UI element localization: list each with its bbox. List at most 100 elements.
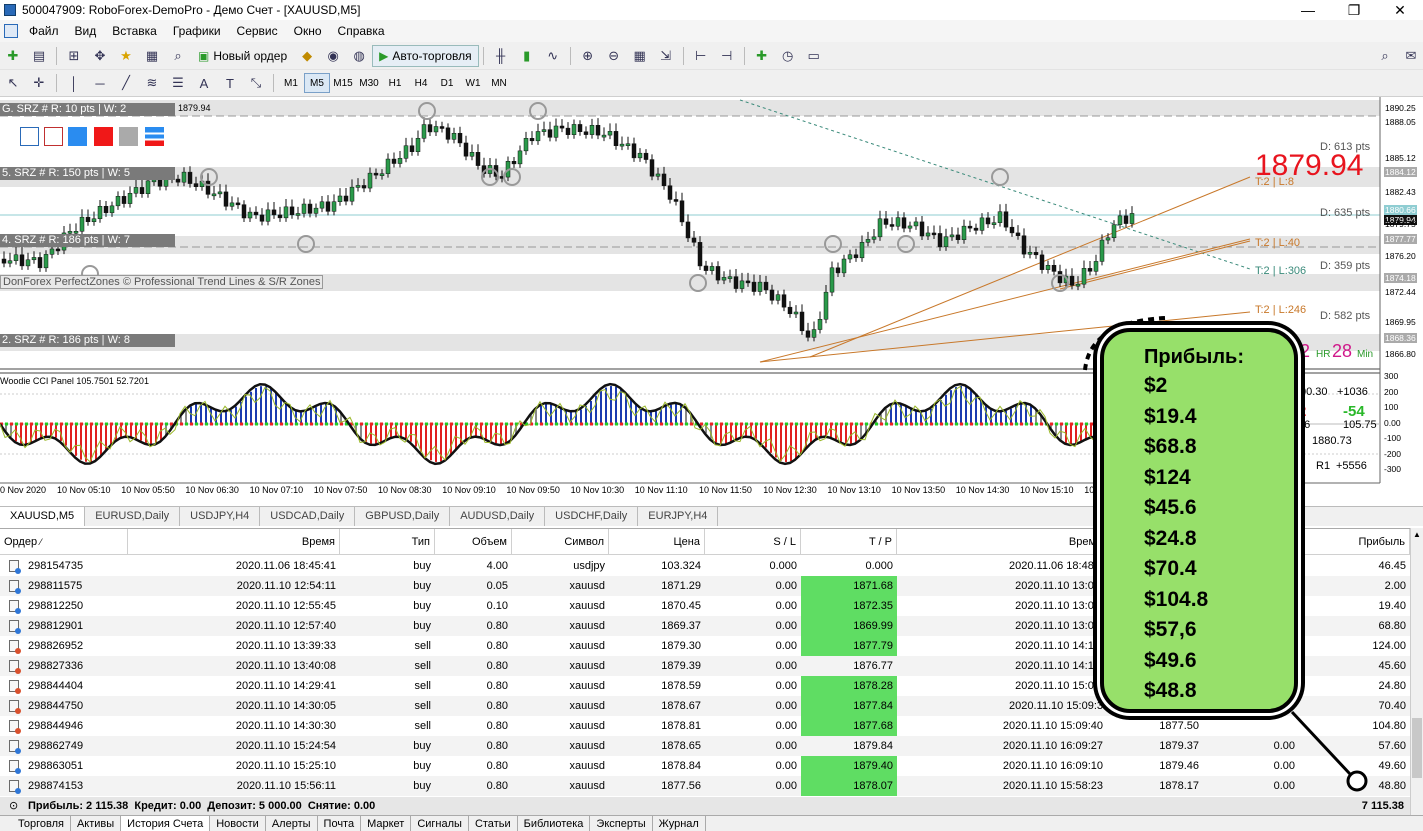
menu-insert[interactable]: Вставка <box>112 24 157 38</box>
color-swatch-stripes[interactable] <box>145 127 164 146</box>
bar-chart-icon[interactable]: ╫ <box>496 48 506 63</box>
arrows-icon[interactable]: ⤡ <box>250 75 262 90</box>
time-axis[interactable]: 0 Nov 2020 10 Nov 05:10 10 Nov 05:50 10 Nov… <box>0 485 1380 501</box>
chart-tab[interactable]: EURJPY,H4 <box>638 507 719 526</box>
header-time[interactable]: Время <box>128 529 340 555</box>
restore-button[interactable]: ❐ <box>1347 2 1361 18</box>
color-swatch-white[interactable] <box>20 127 39 146</box>
table-row[interactable]: 298826952 2020.11.10 13:39:33 sell 0.80 xauu… <box>0 636 1410 656</box>
autotrade-button[interactable]: ▶ Авто-торговля <box>372 44 479 67</box>
menu-file[interactable]: Файл <box>29 24 59 38</box>
indicators-icon[interactable]: ✚ <box>756 47 768 63</box>
header-type[interactable]: Тип <box>340 529 435 555</box>
chart-shift-icon[interactable]: ⊢ <box>694 47 707 63</box>
table-row[interactable]: 298862749 2020.11.10 15:24:54 buy 0.80 xauus… <box>0 736 1410 756</box>
chart-window[interactable]: G. SRZ # R: 10 pts | W: 2 1879.94 5. SRZ… <box>0 97 1423 506</box>
header-volume[interactable]: Объем <box>435 529 512 555</box>
terminal-icon[interactable]: ▦ <box>145 47 159 63</box>
table-row[interactable]: 298827336 2020.11.10 13:40:08 sell 0.80 xauu… <box>0 656 1410 676</box>
chart-tab[interactable]: USDJPY,H4 <box>180 507 261 526</box>
price-chart[interactable] <box>0 97 1423 506</box>
tab-mailbox[interactable]: Почта <box>318 816 362 831</box>
table-row[interactable]: 298812901 2020.11.10 12:57:40 buy 0.80 xauus… <box>0 616 1410 636</box>
profiles-icon[interactable]: ▤ <box>32 47 46 63</box>
table-row[interactable]: 298844404 2020.11.10 14:29:41 sell 0.80 xauu… <box>0 676 1410 696</box>
text-label-icon[interactable]: T <box>226 75 234 91</box>
menu-view[interactable]: Вид <box>74 24 97 38</box>
tab-assets[interactable]: Активы <box>71 816 122 831</box>
vertical-line-icon[interactable]: │ <box>69 75 79 91</box>
color-swatch-red[interactable] <box>94 127 113 146</box>
tab-account-history[interactable]: История Счета <box>121 816 211 831</box>
timeframe-d1[interactable]: D1 <box>440 77 454 89</box>
menu-window[interactable]: Окно <box>293 24 322 38</box>
table-row[interactable]: 298844946 2020.11.10 14:30:30 sell 0.80 xauu… <box>0 716 1410 736</box>
timeframe-m30[interactable]: M30 <box>359 77 379 89</box>
favorites-icon[interactable]: ★ <box>120 47 132 63</box>
table-row[interactable]: 298154735 2020.11.06 18:45:41 buy 4.00 usdjp… <box>0 556 1410 576</box>
header-profit[interactable]: Прибыль <box>1299 529 1410 555</box>
navigator-icon[interactable]: ✥ <box>94 47 106 63</box>
timeframe-w1[interactable]: W1 <box>465 77 481 89</box>
header-symbol[interactable]: Символ <box>512 529 609 555</box>
chart-scroll-icon[interactable]: ⊣ <box>720 47 733 63</box>
vps-icon[interactable]: ◍ <box>353 47 365 63</box>
table-row[interactable]: 298874153 2020.11.10 15:56:11 buy 0.80 xauus… <box>0 776 1410 796</box>
channel-icon[interactable]: ≋ <box>146 75 158 90</box>
chat-icon[interactable]: ✉ <box>1405 47 1417 63</box>
table-row[interactable]: 298863051 2020.11.10 15:25:10 buy 0.80 xauus… <box>0 756 1410 776</box>
templates-icon[interactable]: ▭ <box>807 47 820 63</box>
timeframe-mn[interactable]: MN <box>491 77 507 89</box>
chart-tab[interactable]: EURUSD,Daily <box>85 507 181 526</box>
crosshair-icon[interactable]: ✛ <box>33 75 45 90</box>
tab-library[interactable]: Библиотека <box>518 816 591 831</box>
close-button[interactable]: ✕ <box>1394 2 1406 18</box>
market-watch-icon[interactable]: ⊞ <box>68 47 80 63</box>
tab-journal[interactable]: Журнал <box>653 816 706 831</box>
tester-icon[interactable]: ⌕ <box>174 47 182 63</box>
cci-scale[interactable]: 300 200 100 0.00 -100 -200 -300 <box>1381 371 1423 483</box>
tab-experts[interactable]: Эксперты <box>590 816 653 831</box>
line-chart-icon[interactable]: ∿ <box>547 47 559 63</box>
tile-windows-icon[interactable]: ▦ <box>633 47 646 63</box>
menu-charts[interactable]: Графики <box>172 24 221 38</box>
candlestick-icon[interactable]: ▮ <box>523 47 531 63</box>
auto-scroll-icon[interactable]: ⇲ <box>660 47 672 63</box>
table-row[interactable]: 298844750 2020.11.10 14:30:05 sell 0.80 xauu… <box>0 696 1410 716</box>
vertical-scrollbar[interactable]: ▲ <box>1410 528 1423 815</box>
text-icon[interactable]: A <box>199 75 209 91</box>
horizontal-line-icon[interactable]: ─ <box>95 75 105 91</box>
cursor-icon[interactable]: ↖ <box>7 75 19 90</box>
signals-icon[interactable]: ◉ <box>327 47 339 63</box>
header-swap[interactable] <box>1203 529 1299 555</box>
chart-tab[interactable]: USDCAD,Daily <box>260 507 356 526</box>
chart-tab[interactable]: GBPUSD,Daily <box>355 507 451 526</box>
tab-alerts[interactable]: Алерты <box>266 816 318 831</box>
header-close-time[interactable]: Время <box>897 529 1107 555</box>
fibonacci-icon[interactable]: ☰ <box>172 75 184 90</box>
table-row[interactable]: 298812250 2020.11.10 12:55:45 buy 0.10 xauus… <box>0 596 1410 616</box>
menu-tools[interactable]: Сервис <box>236 24 278 38</box>
price-scale[interactable]: 1890.25 1888.05 1885.12 1884.12 1882.43 1880.… <box>1381 97 1423 369</box>
scroll-thumb[interactable] <box>1412 718 1422 778</box>
new-chart-icon[interactable]: ✚ <box>7 47 19 63</box>
chart-tab[interactable]: XAUUSD,M5 <box>0 507 86 526</box>
periods-icon[interactable]: ◷ <box>781 47 794 63</box>
zoom-in-icon[interactable]: ⊕ <box>582 47 594 63</box>
zoom-out-icon[interactable]: ⊖ <box>608 47 620 63</box>
timeframe-m1[interactable]: M1 <box>284 77 298 89</box>
header-sl[interactable]: S / L <box>705 529 801 555</box>
header-order[interactable]: Ордер ⁄ <box>0 529 128 555</box>
scroll-up-icon[interactable]: ▲ <box>1413 530 1421 539</box>
chart-tab[interactable]: AUDUSD,Daily <box>450 507 546 526</box>
tab-market[interactable]: Маркет <box>361 816 412 831</box>
timeframe-m15[interactable]: M15 <box>333 77 353 89</box>
chart-tab[interactable]: USDCHF,Daily <box>545 507 639 526</box>
header-tp[interactable]: T / P <box>801 529 897 555</box>
tab-news[interactable]: Новости <box>210 816 266 831</box>
tab-articles[interactable]: Статьи <box>469 816 518 831</box>
minimize-button[interactable]: — <box>1301 2 1315 18</box>
color-swatch-outline-red[interactable] <box>44 127 63 146</box>
table-row[interactable]: 298811575 2020.11.10 12:54:11 buy 0.05 xauus… <box>0 576 1410 596</box>
tab-trade[interactable]: Торговля <box>0 816 71 831</box>
